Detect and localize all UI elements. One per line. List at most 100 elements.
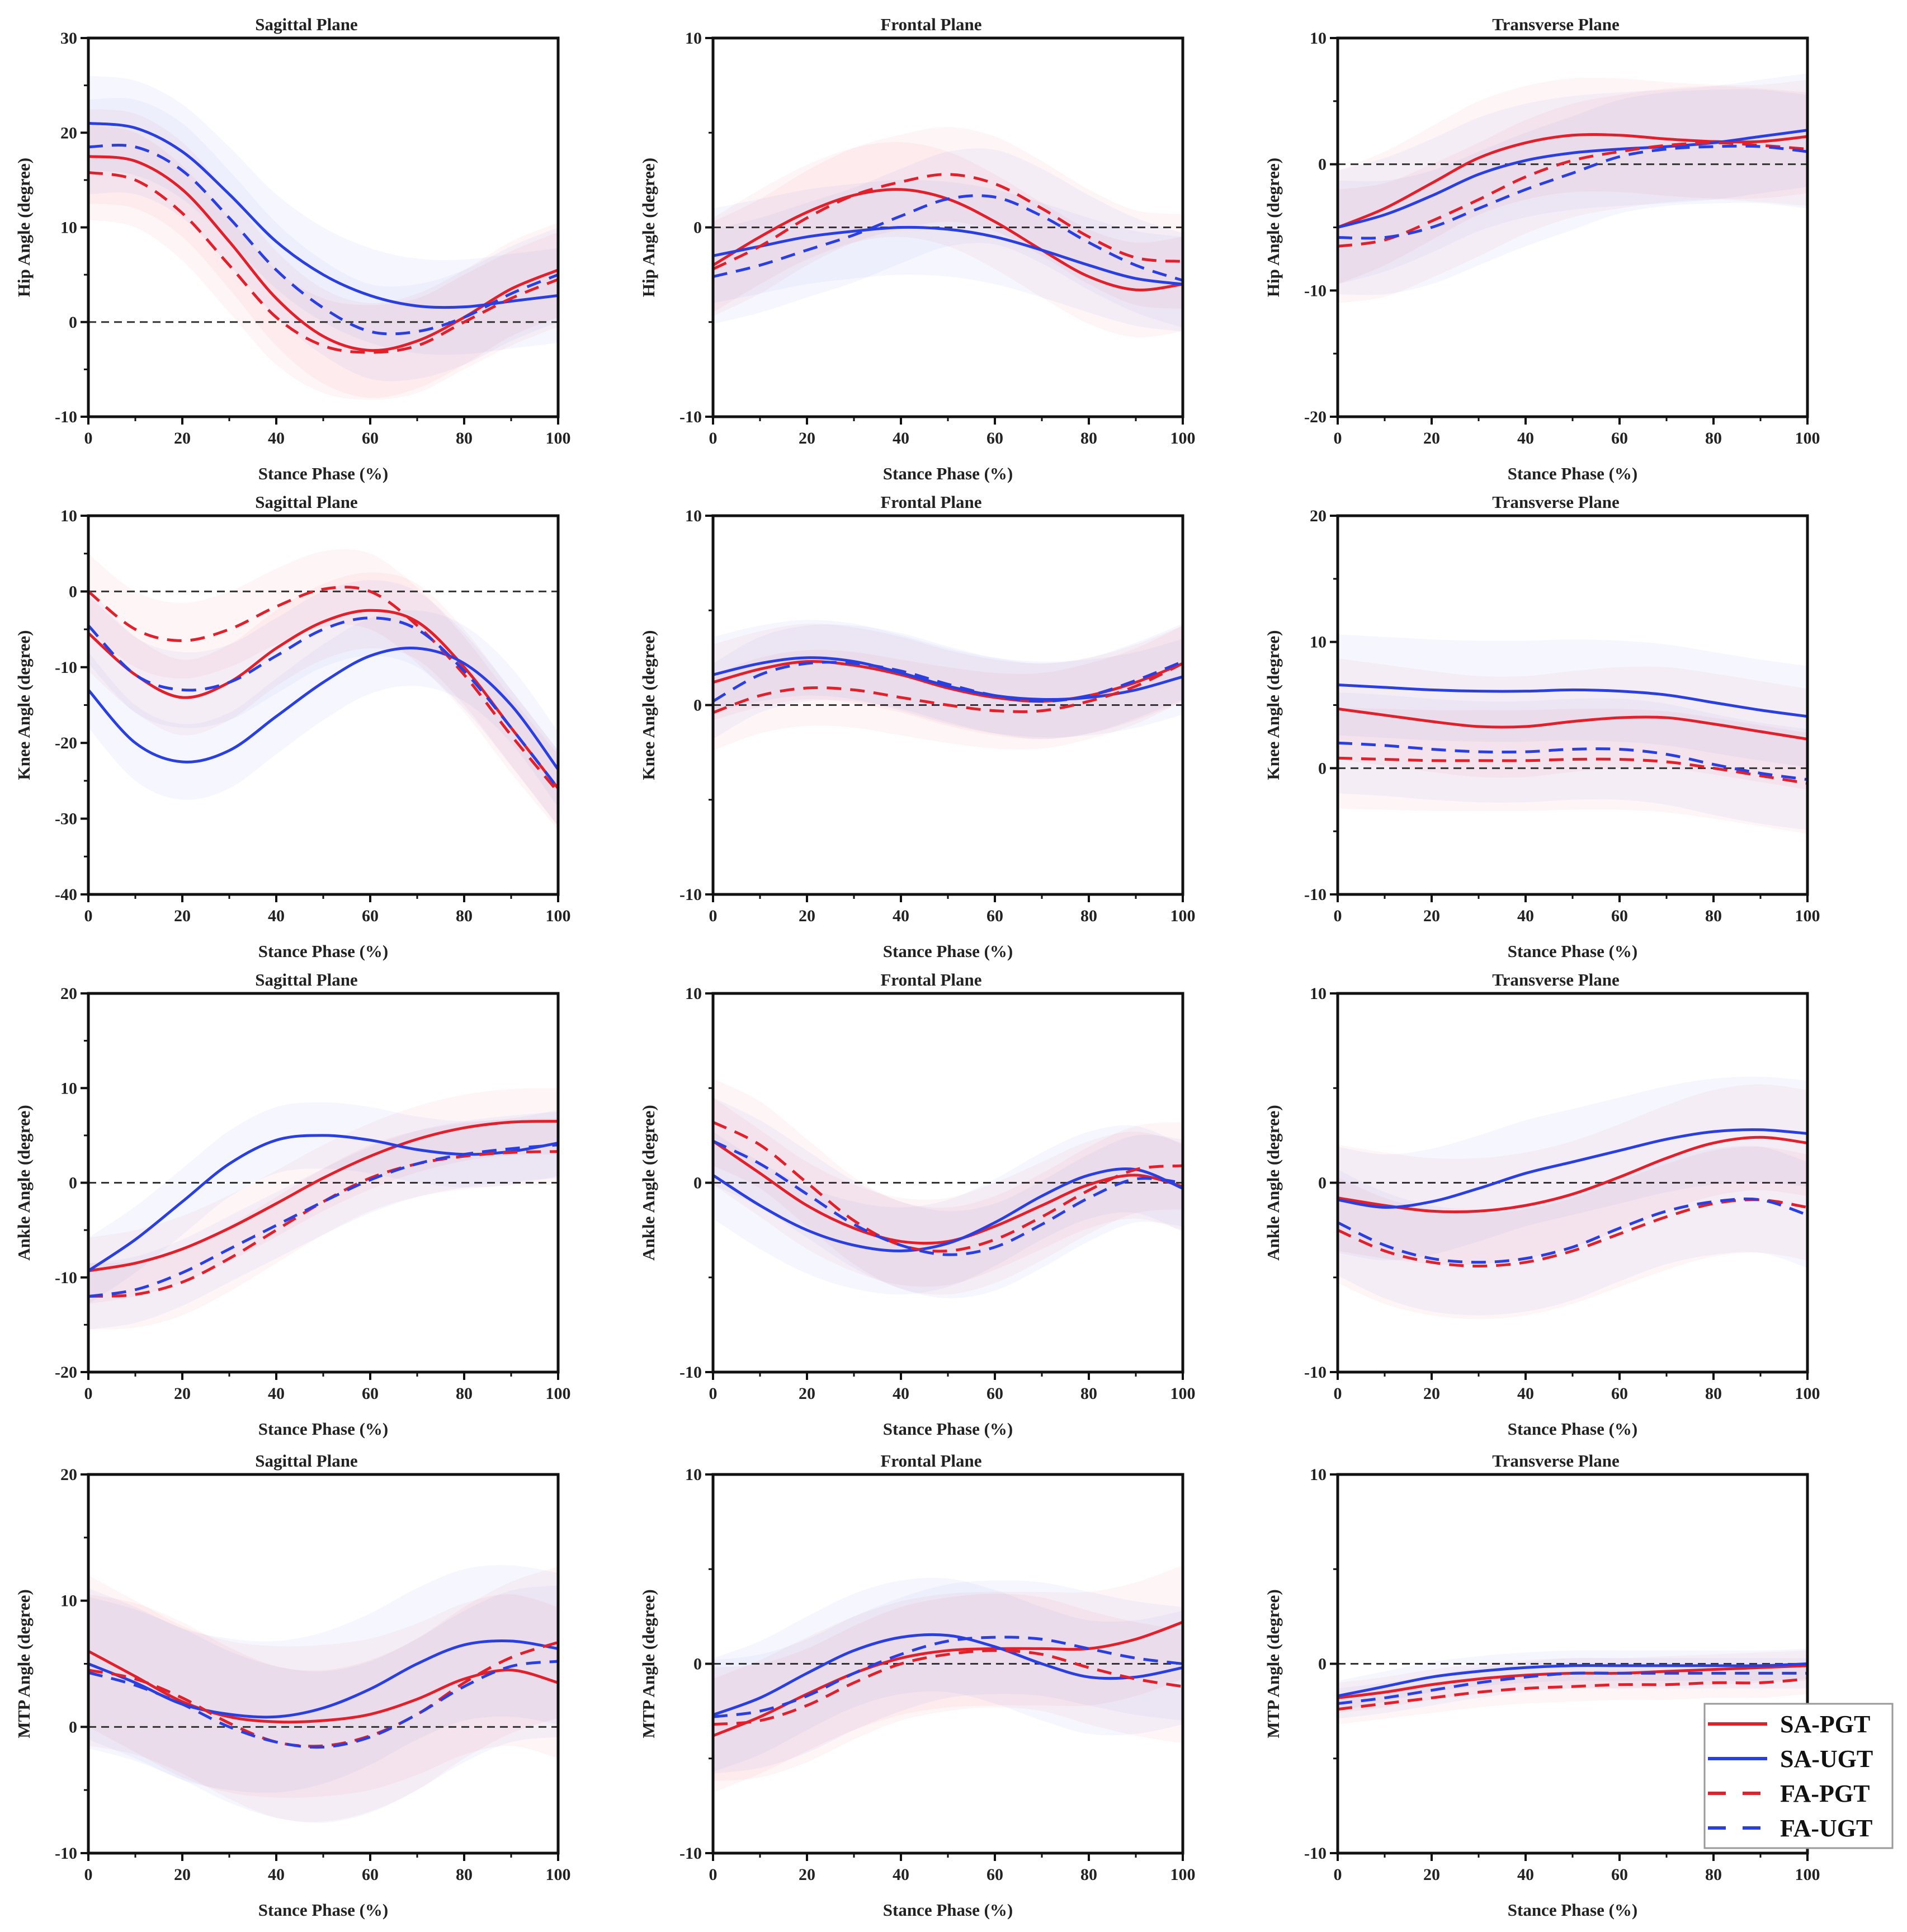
x-tick-label: 60 bbox=[1611, 1384, 1628, 1403]
legend: SA-PGT SA-UGT FA-PGT FA-UGT bbox=[1703, 1703, 1894, 1849]
series-line-sa-ugt bbox=[1338, 129, 1807, 229]
y-tick-label: -10 bbox=[55, 658, 77, 677]
y-tick-label: -10 bbox=[679, 1844, 702, 1863]
series-lines bbox=[1338, 1662, 1807, 1711]
legend-label: SA-PGT bbox=[1780, 1710, 1870, 1738]
y-tick-label: 10 bbox=[685, 1466, 702, 1484]
y-axis-label: Hip Angle (degree) bbox=[639, 158, 658, 297]
series-line-sa-pgt bbox=[88, 1650, 558, 1724]
series-line-fa-ugt bbox=[713, 1139, 1183, 1256]
series-line-sa-ugt bbox=[713, 1633, 1183, 1717]
x-tick-label: 40 bbox=[1517, 907, 1534, 925]
x-tick-label: 80 bbox=[1705, 907, 1722, 925]
x-tick-label: 40 bbox=[893, 1865, 909, 1884]
series-line-sa-ugt bbox=[713, 656, 1183, 701]
x-tick-label: 0 bbox=[84, 1384, 93, 1403]
series-line-sa-ugt bbox=[1338, 683, 1807, 718]
sd-band-fa-pgt bbox=[713, 1078, 1183, 1295]
series-lines bbox=[88, 1639, 558, 1749]
series-line-sa-ugt bbox=[88, 1134, 558, 1272]
sd-band-fa-ugt bbox=[88, 1111, 558, 1330]
series-line-sa-pgt bbox=[88, 609, 558, 789]
legend-label: FA-UGT bbox=[1780, 1815, 1872, 1842]
sd-band-fa-pgt bbox=[88, 1118, 558, 1330]
y-tick-label: 10 bbox=[60, 1079, 77, 1097]
series-lines bbox=[88, 1119, 558, 1298]
x-axis-label: Stance Phase (%) bbox=[1508, 464, 1637, 483]
series-lines bbox=[713, 173, 1183, 292]
y-tick-label: 10 bbox=[1310, 984, 1327, 1003]
series-line-fa-pgt bbox=[1338, 141, 1807, 248]
x-tick-label: 0 bbox=[84, 429, 93, 447]
x-tick-label: 100 bbox=[1170, 907, 1196, 925]
y-tick-label: -10 bbox=[1304, 281, 1327, 300]
sd-band-sa-ugt bbox=[713, 1125, 1183, 1295]
x-tick-label: 0 bbox=[709, 1865, 718, 1884]
sd-band-sa-ugt bbox=[713, 1577, 1183, 1772]
x-tick-label: 20 bbox=[799, 1384, 815, 1403]
series-line-fa-pgt bbox=[1338, 756, 1807, 785]
chart-title: Transverse Plane bbox=[1492, 1451, 1620, 1471]
chart-title: Transverse Plane bbox=[1492, 492, 1620, 512]
y-tick-label: -10 bbox=[679, 885, 702, 904]
series-line-sa-pgt bbox=[1338, 1135, 1807, 1214]
series-line-fa-pgt bbox=[713, 173, 1183, 271]
series-line-sa-ugt bbox=[713, 225, 1183, 286]
sd-bands bbox=[88, 76, 558, 400]
x-tick-label: 40 bbox=[268, 1865, 285, 1884]
x-axis-label: Stance Phase (%) bbox=[1508, 1900, 1637, 1920]
x-tick-label: 20 bbox=[1423, 907, 1440, 925]
x-axis-label: Stance Phase (%) bbox=[883, 1419, 1013, 1439]
series-line-fa-ugt bbox=[88, 144, 558, 336]
chart-panel: 0 20 40 60 80 100 -40 -30 -20 -10 0 10 Sagittal Plan… bbox=[14, 492, 571, 961]
x-tick-label: 20 bbox=[799, 907, 815, 925]
y-axis-label: Ankle Angle (degree) bbox=[14, 1105, 34, 1260]
legend-label: FA-PGT bbox=[1780, 1780, 1870, 1807]
y-tick-label: -30 bbox=[55, 810, 77, 828]
x-tick-label: 0 bbox=[709, 429, 718, 447]
x-tick-label: 20 bbox=[799, 1865, 815, 1884]
x-tick-label: 20 bbox=[1423, 429, 1440, 447]
sd-band-fa-pgt bbox=[713, 1594, 1183, 1782]
series-line-fa-pgt bbox=[713, 1649, 1183, 1726]
x-tick-label: 20 bbox=[799, 429, 815, 447]
x-tick-label: 40 bbox=[893, 429, 909, 447]
chart-title: Sagittal Plane bbox=[255, 1451, 357, 1471]
chart-title: Sagittal Plane bbox=[255, 492, 357, 512]
x-tick-label: 0 bbox=[709, 907, 718, 925]
x-tick-label: 60 bbox=[1611, 907, 1628, 925]
series-line-fa-pgt bbox=[88, 1150, 558, 1298]
x-tick-label: 0 bbox=[1334, 1384, 1342, 1403]
x-tick-label: 100 bbox=[1170, 1384, 1196, 1403]
y-tick-label: 0 bbox=[1318, 1655, 1327, 1674]
legend-box bbox=[1703, 1703, 1894, 1849]
legend-label: SA-UGT bbox=[1780, 1745, 1873, 1773]
y-tick-label: -40 bbox=[55, 885, 77, 904]
chart-panel: 0 20 40 60 80 100 -10 0 10 Frontal Plane Stance Ph… bbox=[639, 15, 1196, 483]
chart-panel: 0 20 40 60 80 100 -10 0 10 Transverse Plane Stance… bbox=[1263, 970, 1820, 1439]
x-tick-label: 20 bbox=[1423, 1865, 1440, 1884]
series-lines bbox=[1338, 1128, 1807, 1267]
sd-band-sa-pgt bbox=[713, 1565, 1183, 1793]
x-tick-label: 40 bbox=[1517, 1865, 1534, 1884]
sd-band-fa-ugt bbox=[1338, 89, 1807, 295]
sd-band-sa-pgt bbox=[1338, 1084, 1807, 1265]
x-tick-label: 60 bbox=[986, 1865, 1003, 1884]
x-tick-label: 20 bbox=[174, 1865, 191, 1884]
y-tick-label: 0 bbox=[1318, 759, 1327, 777]
sd-bands bbox=[1338, 1076, 1807, 1320]
x-tick-label: 60 bbox=[362, 1384, 379, 1403]
chart-panel: 0 20 40 60 80 100 -10 0 10 Frontal Plane Stance Ph… bbox=[639, 492, 1196, 961]
y-axis-label: Knee Angle (degree) bbox=[14, 630, 34, 780]
series-line-fa-pgt bbox=[88, 1641, 558, 1748]
series-line-sa-ugt bbox=[88, 121, 558, 309]
y-tick-label: -10 bbox=[1304, 1844, 1327, 1863]
sd-band-fa-ugt bbox=[88, 97, 558, 381]
sd-bands bbox=[713, 1565, 1183, 1793]
series-line-fa-ugt bbox=[713, 194, 1183, 282]
y-axis-label: MTP Angle (degree) bbox=[14, 1589, 34, 1738]
sd-band-sa-ugt bbox=[88, 1565, 558, 1793]
sd-band-fa-ugt bbox=[713, 148, 1183, 328]
sd-band-fa-pgt bbox=[1338, 1664, 1807, 1724]
sd-band-sa-ugt bbox=[713, 180, 1183, 332]
